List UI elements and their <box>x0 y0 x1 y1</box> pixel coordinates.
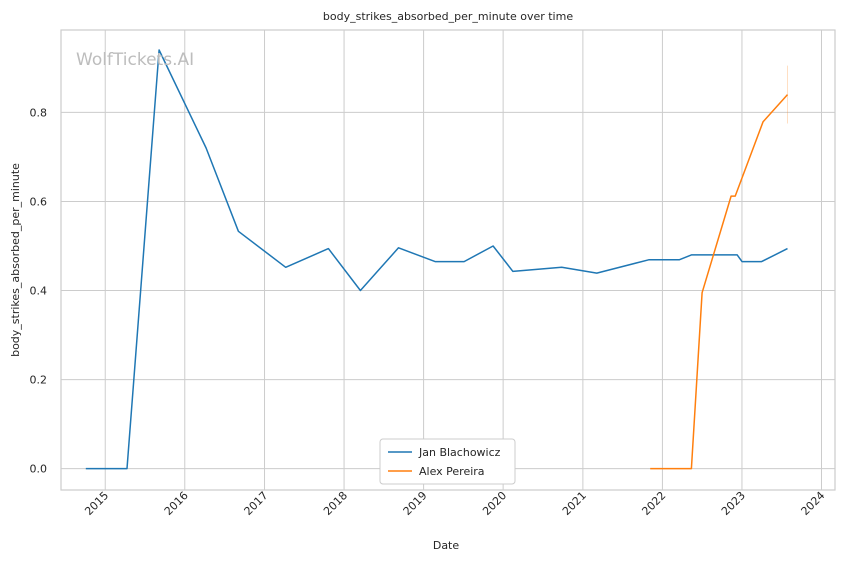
y-tick-label: 0.0 <box>30 463 48 476</box>
x-tick-label: 2016 <box>162 489 191 518</box>
x-tick-label: 2019 <box>401 489 430 518</box>
x-tick-label: 2023 <box>719 489 748 518</box>
y-tick-label: 0.6 <box>30 195 48 208</box>
x-tick-label: 2021 <box>560 489 589 518</box>
chart-title: body_strikes_absorbed_per_minute over ti… <box>323 10 573 23</box>
series-line-jan-blachowicz <box>85 49 788 470</box>
legend-label-jan-blachowicz: Jan Blachowicz <box>418 446 501 459</box>
x-tick-label: 2018 <box>321 489 350 518</box>
legend-box <box>379 438 516 485</box>
plot-frame <box>60 29 836 491</box>
y-axis-label: body_strikes_absorbed_per_minute <box>9 163 22 357</box>
x-tick-label: 2015 <box>82 489 111 518</box>
gridlines <box>61 30 835 490</box>
legend: Jan Blachowicz Alex Pereira <box>379 438 516 485</box>
y-tick-label: 0.8 <box>30 106 48 119</box>
x-axis-label: Date <box>433 539 460 552</box>
x-tick-label: 2022 <box>639 489 668 518</box>
x-tick-label: 2024 <box>799 489 828 518</box>
y-tick-label: 0.4 <box>30 285 48 298</box>
y-tick-labels: 0.0 0.2 0.4 0.6 0.8 <box>30 106 48 475</box>
x-tick-label: 2020 <box>480 489 509 518</box>
x-tick-label: 2017 <box>242 489 271 518</box>
legend-label-alex-pereira: Alex Pereira <box>419 465 485 478</box>
y-tick-label: 0.2 <box>30 374 48 387</box>
x-tick-labels: 2015 2016 2017 2018 2019 2020 2021 2022 2023 2024 <box>82 489 827 518</box>
series-lines <box>85 49 789 470</box>
series-line-alex-pereira <box>650 94 789 470</box>
watermark: WolfTickets.AI <box>76 50 194 70</box>
